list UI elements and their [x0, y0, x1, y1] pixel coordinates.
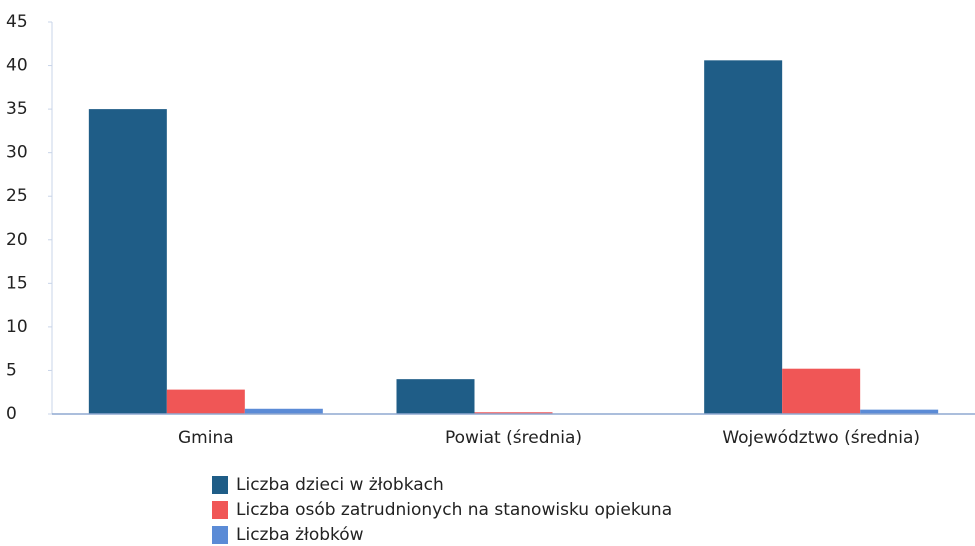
legend-swatch — [212, 476, 228, 494]
x-tick-label: Województwo (średnia) — [722, 428, 920, 448]
y-tick-label: 25 — [6, 186, 28, 206]
legend-swatch — [212, 501, 228, 519]
bar — [396, 379, 475, 414]
legend-label: Liczba osób zatrudnionych na stanowisku … — [236, 500, 672, 520]
y-tick-label: 10 — [6, 317, 28, 337]
bar — [704, 60, 783, 414]
x-tick-label: Gmina — [178, 428, 234, 448]
bar — [860, 409, 939, 414]
bar — [166, 389, 245, 414]
y-tick-label: 0 — [6, 404, 17, 424]
legend-label: Liczba żłobków — [236, 525, 364, 545]
bar — [88, 109, 167, 414]
y-tick-label: 5 — [6, 360, 17, 380]
legend-label: Liczba dzieci w żłobkach — [236, 475, 444, 495]
bar — [782, 368, 861, 414]
y-tick-label: 20 — [6, 230, 28, 250]
x-tick-label: Powiat (średnia) — [445, 428, 582, 448]
y-tick-label: 30 — [6, 143, 28, 163]
legend-swatch — [212, 526, 228, 544]
y-tick-label: 15 — [6, 273, 28, 293]
y-tick-label: 40 — [6, 56, 28, 76]
bar — [244, 408, 323, 414]
y-tick-label: 45 — [6, 12, 28, 32]
y-tick-label: 35 — [6, 99, 28, 119]
bar — [474, 412, 553, 414]
